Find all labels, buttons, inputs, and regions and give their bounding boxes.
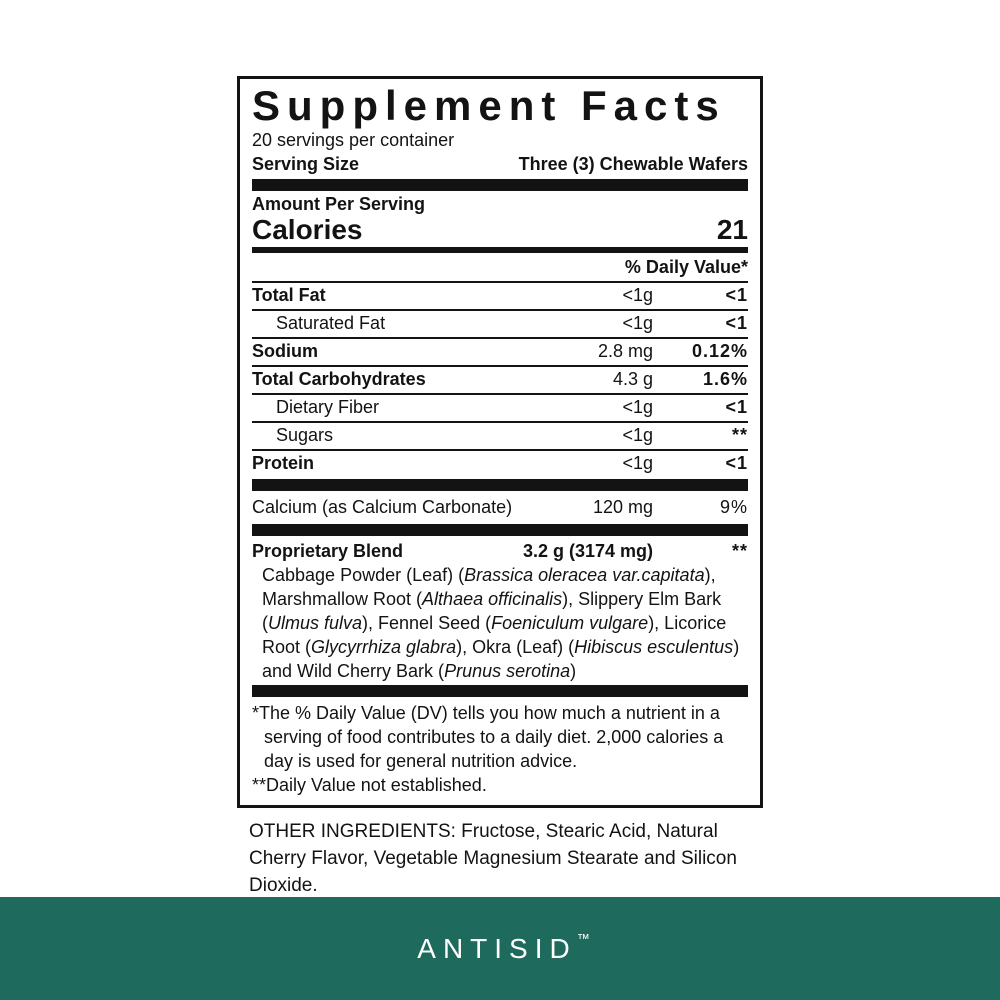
nutrient-row: Total Fat <1g <1: [252, 280, 748, 309]
thick-divider-bar: [252, 684, 748, 697]
footnote-marker: *: [252, 702, 260, 723]
nutrient-amount: <1g: [622, 396, 653, 417]
blend-amount: 3.2 g (3174 mg): [522, 540, 653, 561]
ingredient-text: ), Fennel Seed (: [362, 612, 492, 633]
nutrient-row: Dietary Fiber <1g <1: [252, 392, 748, 421]
calcium-row: Calcium (as Calcium Carbonate) 120 mg 9%: [252, 493, 748, 522]
ingredient-text: ): [570, 660, 577, 681]
botanical-name: Glycyrrhiza glabra: [311, 636, 457, 657]
nutrient-row: Sugars <1g **: [252, 420, 748, 449]
calcium-dv: 9%: [719, 496, 748, 517]
calories-label: Calories: [252, 213, 363, 245]
nutrient-amount: 2.8 mg: [597, 340, 653, 361]
nutrient-name: Total Fat: [252, 284, 326, 305]
thick-divider-bar: [252, 523, 748, 536]
nutrient-dv: <1: [725, 396, 748, 417]
nutrient-amount: <1g: [622, 284, 653, 305]
nutrient-name: Sodium: [252, 340, 318, 361]
thick-divider-bar: [252, 478, 748, 491]
nutrient-row: Sodium 2.8 mg 0.12%: [252, 336, 748, 365]
nutrient-amount: 4.3 g: [612, 368, 653, 389]
calcium-name: Calcium (as Calcium Carbonate): [252, 496, 513, 517]
ingredient-text: ), Slippery Elm Bark (: [262, 588, 722, 633]
nutrient-amount: <1g: [622, 452, 653, 473]
nutrient-dv: <1: [725, 312, 748, 333]
nutrient-dv: **: [731, 424, 748, 445]
daily-value-header: % Daily Value*: [624, 256, 748, 277]
serving-size-value: Three (3) Chewable Wafers: [518, 153, 748, 174]
brand-bar: ANTISID ™: [0, 897, 1000, 1000]
nutrient-name: Saturated Fat: [276, 312, 386, 333]
calories-value: 21: [716, 213, 748, 245]
nutrient-row: Saturated Fat <1g <1: [252, 308, 748, 337]
medium-divider-bar: [252, 246, 748, 253]
nutrient-dv: 0.12%: [691, 340, 748, 361]
botanical-name: Hibiscus esculentus: [574, 636, 734, 657]
serving-size-row: Serving Size Three (3) Chewable Wafers: [252, 153, 748, 175]
footnote-text: Daily Value not established.: [266, 774, 487, 795]
ingredient-text: ), Marshmallow Root (: [262, 564, 716, 609]
ingredient-text: ), Licorice Root (: [262, 612, 727, 657]
nutrient-amount: <1g: [622, 312, 653, 333]
ingredient-text: Cabbage Powder (Leaf) (: [262, 564, 465, 585]
nutrient-dv: <1: [725, 452, 748, 473]
not-established-footnote: **Daily Value not established.: [252, 773, 748, 797]
botanical-name: Althaea officinalis: [422, 588, 563, 609]
supplement-facts-panel: Supplement Facts 20 servings per contain…: [237, 76, 763, 808]
brand-name: ANTISID ™: [410, 930, 590, 965]
thick-divider-bar: [252, 178, 748, 191]
amount-per-serving-label: Amount Per Serving: [252, 193, 426, 214]
serving-size-label: Serving Size: [252, 153, 360, 174]
brand-name-text: ANTISID: [417, 932, 577, 964]
nutrient-rows: Total Fat <1g <1 Saturated Fat <1g <1 Sodium 2.…: [252, 280, 748, 477]
footnote-marker: **: [252, 774, 267, 795]
ingredient-text: ), Okra (Leaf) (: [456, 636, 575, 657]
trademark-symbol: ™: [576, 930, 590, 946]
blend-ingredients-text: Cabbage Powder (Leaf) (Brassica oleracea…: [252, 563, 748, 683]
nutrient-row: Protein <1g <1: [252, 448, 748, 477]
other-ingredients-text: OTHER INGREDIENTS: Fructose, Stearic Aci…: [249, 820, 737, 896]
daily-value-footnote: *The % Daily Value (DV) tells you how mu…: [252, 701, 748, 773]
botanical-name: Foeniculum vulgare: [491, 612, 649, 633]
page-content: Supplement Facts 20 servings per contain…: [237, 0, 763, 899]
servings-per-container: 20 servings per container: [252, 129, 455, 150]
nutrient-name: Protein: [252, 452, 315, 473]
nutrient-amount: <1g: [622, 424, 653, 445]
calories-row: Calories 21: [252, 213, 748, 245]
nutrient-row: Total Carbohydrates 4.3 g 1.6%: [252, 364, 748, 393]
calcium-amount: 120 mg: [592, 496, 653, 517]
proprietary-blend-row: Proprietary Blend 3.2 g (3174 mg) **: [252, 538, 748, 562]
botanical-name: Prunus serotina: [444, 660, 571, 681]
nutrient-dv: <1: [725, 284, 748, 305]
supplement-facts-title: Supplement Facts: [252, 82, 726, 129]
blend-dv: **: [731, 540, 748, 561]
nutrient-dv: 1.6%: [702, 368, 748, 389]
nutrient-name: Total Carbohydrates: [252, 368, 426, 389]
nutrient-name: Sugars: [276, 424, 334, 445]
footnote-text: The % Daily Value (DV) tells you how muc…: [259, 702, 724, 771]
botanical-name: Brassica oleracea var.capitata: [464, 564, 705, 585]
ingredient-text: ) and Wild Cherry Bark (: [262, 636, 740, 681]
botanical-name: Ulmus fulva: [268, 612, 363, 633]
blend-name: Proprietary Blend: [252, 540, 404, 561]
nutrient-name: Dietary Fiber: [276, 396, 380, 417]
